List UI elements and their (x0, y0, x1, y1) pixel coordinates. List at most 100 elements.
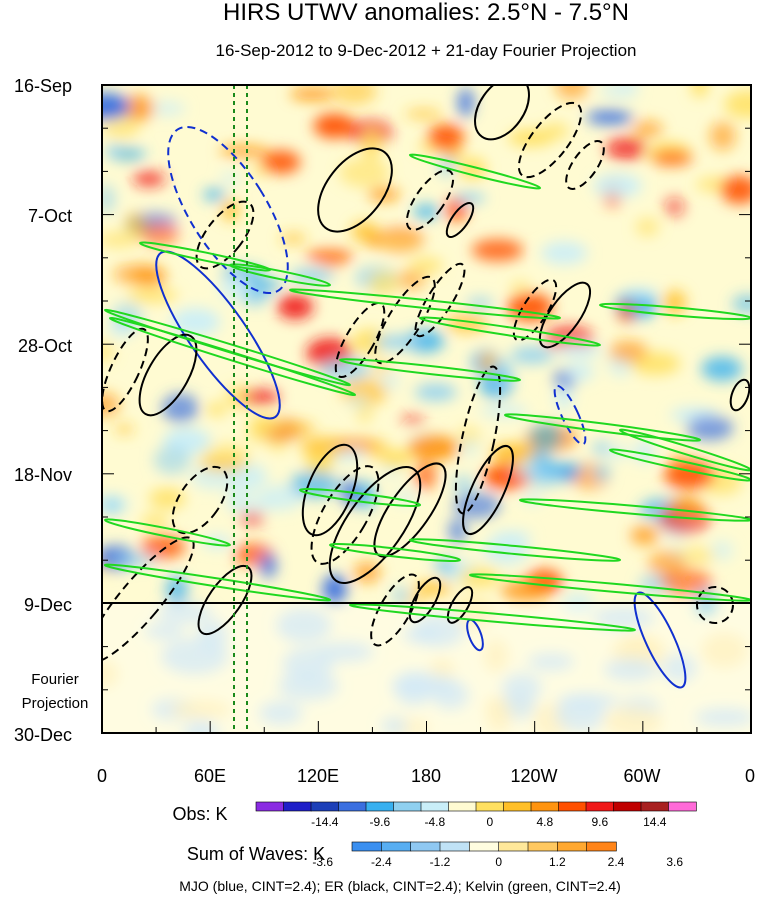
anomaly-blob (203, 188, 226, 201)
anomaly-blob (691, 85, 709, 98)
anomaly-blob (102, 115, 140, 140)
anomaly-blob (427, 124, 464, 151)
kelvin-contour (618, 428, 751, 472)
mjo-contour (167, 125, 289, 295)
obs-colorbar-swatch (558, 801, 587, 812)
anomaly-blob (144, 623, 185, 640)
anomaly-blob (483, 638, 509, 673)
anomaly-blob (432, 680, 469, 710)
anomaly-blob (148, 101, 186, 116)
er-contour (538, 281, 592, 349)
waves-colorbar-swatch (351, 841, 383, 852)
er-contour (195, 200, 255, 270)
anomaly-blob (282, 647, 334, 681)
anomaly-blob (278, 671, 339, 701)
anomaly-blob (138, 222, 180, 246)
waves-colorbar-swatch (410, 841, 441, 852)
obs-colorbar-tick-label: -4.8 (424, 815, 445, 829)
anomaly-blob (631, 120, 664, 138)
waves-colorbar-swatch (439, 841, 471, 852)
anomaly-field (102, 85, 751, 733)
er-contour (454, 365, 502, 515)
anomaly-blob (161, 393, 199, 423)
anomaly-blob (471, 239, 524, 262)
er-contour (462, 444, 514, 536)
anomaly-blob (617, 300, 636, 323)
anomaly-blob (260, 484, 303, 511)
anomaly-blob (483, 535, 530, 565)
anomaly-blob (221, 199, 240, 222)
er-contour (729, 378, 751, 412)
plot-area (102, 85, 751, 733)
kelvin-contour (103, 563, 332, 602)
anomaly-blob (165, 575, 189, 605)
waves-colorbar-swatch (527, 841, 559, 852)
anomaly-blob (114, 423, 135, 435)
y-tick-label: 18-Nov (14, 465, 72, 485)
anomaly-blob (555, 343, 603, 357)
anomaly-blob (288, 268, 334, 283)
anomaly-blob (720, 175, 751, 205)
anomaly-blob (405, 109, 443, 119)
anomaly-blob (593, 464, 611, 481)
anomaly-blob (321, 258, 343, 269)
er-contour (445, 201, 475, 239)
er-contour (317, 147, 393, 233)
anomaly-blob (537, 462, 585, 475)
obs-colorbar-swatch (420, 801, 450, 812)
chart-subtitle: 16-Sep-2012 to 9-Dec-2012 + 21-day Fouri… (216, 41, 637, 60)
er-contour (414, 262, 466, 338)
anomaly-blob (510, 346, 554, 364)
obs-colorbar-swatch (503, 801, 532, 812)
anomaly-blob (448, 518, 467, 544)
obs-colorbar-tick-label: -14.4 (311, 815, 339, 829)
anomaly-blob (408, 435, 459, 461)
kelvin-contour (349, 603, 636, 632)
anomaly-blob (586, 110, 633, 125)
anomaly-blob (206, 402, 227, 417)
wave-contours (102, 85, 751, 689)
er-contour (405, 169, 455, 231)
anomaly-blob (635, 217, 659, 237)
obs-colorbar-swatch (448, 801, 477, 812)
obs-colorbar: -14.4 -9.6 -4.8 0 4.8 9.6 14.4 (255, 801, 697, 829)
anomaly-blob (509, 280, 531, 294)
y-tick-label: 9-Dec (24, 595, 72, 615)
kelvin-contour (598, 302, 751, 321)
waves-colorbar-tick-label: -1.2 (430, 855, 451, 869)
anomaly-blob (102, 101, 123, 112)
anomaly-blob (701, 632, 748, 668)
anomaly-blob (379, 372, 400, 391)
x-tick-label: 120W (510, 766, 557, 786)
anomaly-blob (132, 266, 167, 287)
waves-colorbar-swatch (586, 841, 617, 852)
anomaly-blob (604, 657, 658, 682)
x-tick-label: 60W (623, 766, 660, 786)
anomaly-blob (541, 241, 588, 265)
anomaly-blob (395, 270, 427, 290)
anomaly-blob (225, 385, 252, 409)
anomaly-blob (433, 558, 456, 573)
kelvin-contour (503, 413, 702, 442)
anomaly-blob (668, 496, 702, 518)
er-contour (474, 85, 530, 141)
anomaly-blob (555, 85, 589, 100)
anomaly-blob (542, 122, 570, 140)
anomaly-blob (486, 700, 512, 733)
anomaly-blob (169, 700, 232, 719)
anomaly-blob (313, 113, 356, 139)
waves-colorbar-tick-label: 0 (495, 855, 502, 869)
anomaly-blob (332, 85, 377, 105)
anomaly-blob (565, 362, 595, 382)
obs-colorbar-swatch (530, 801, 560, 812)
anomaly-blob (454, 192, 486, 204)
anomaly-blob (261, 150, 301, 174)
anomaly-blob (368, 188, 400, 201)
er-contour (334, 301, 386, 379)
anomaly-blob (701, 356, 743, 382)
obs-colorbar-swatch (283, 801, 312, 812)
er-contour (328, 466, 422, 584)
anomaly-blob (125, 213, 146, 235)
anomaly-blob (662, 290, 687, 315)
anomaly-blob (277, 294, 314, 320)
